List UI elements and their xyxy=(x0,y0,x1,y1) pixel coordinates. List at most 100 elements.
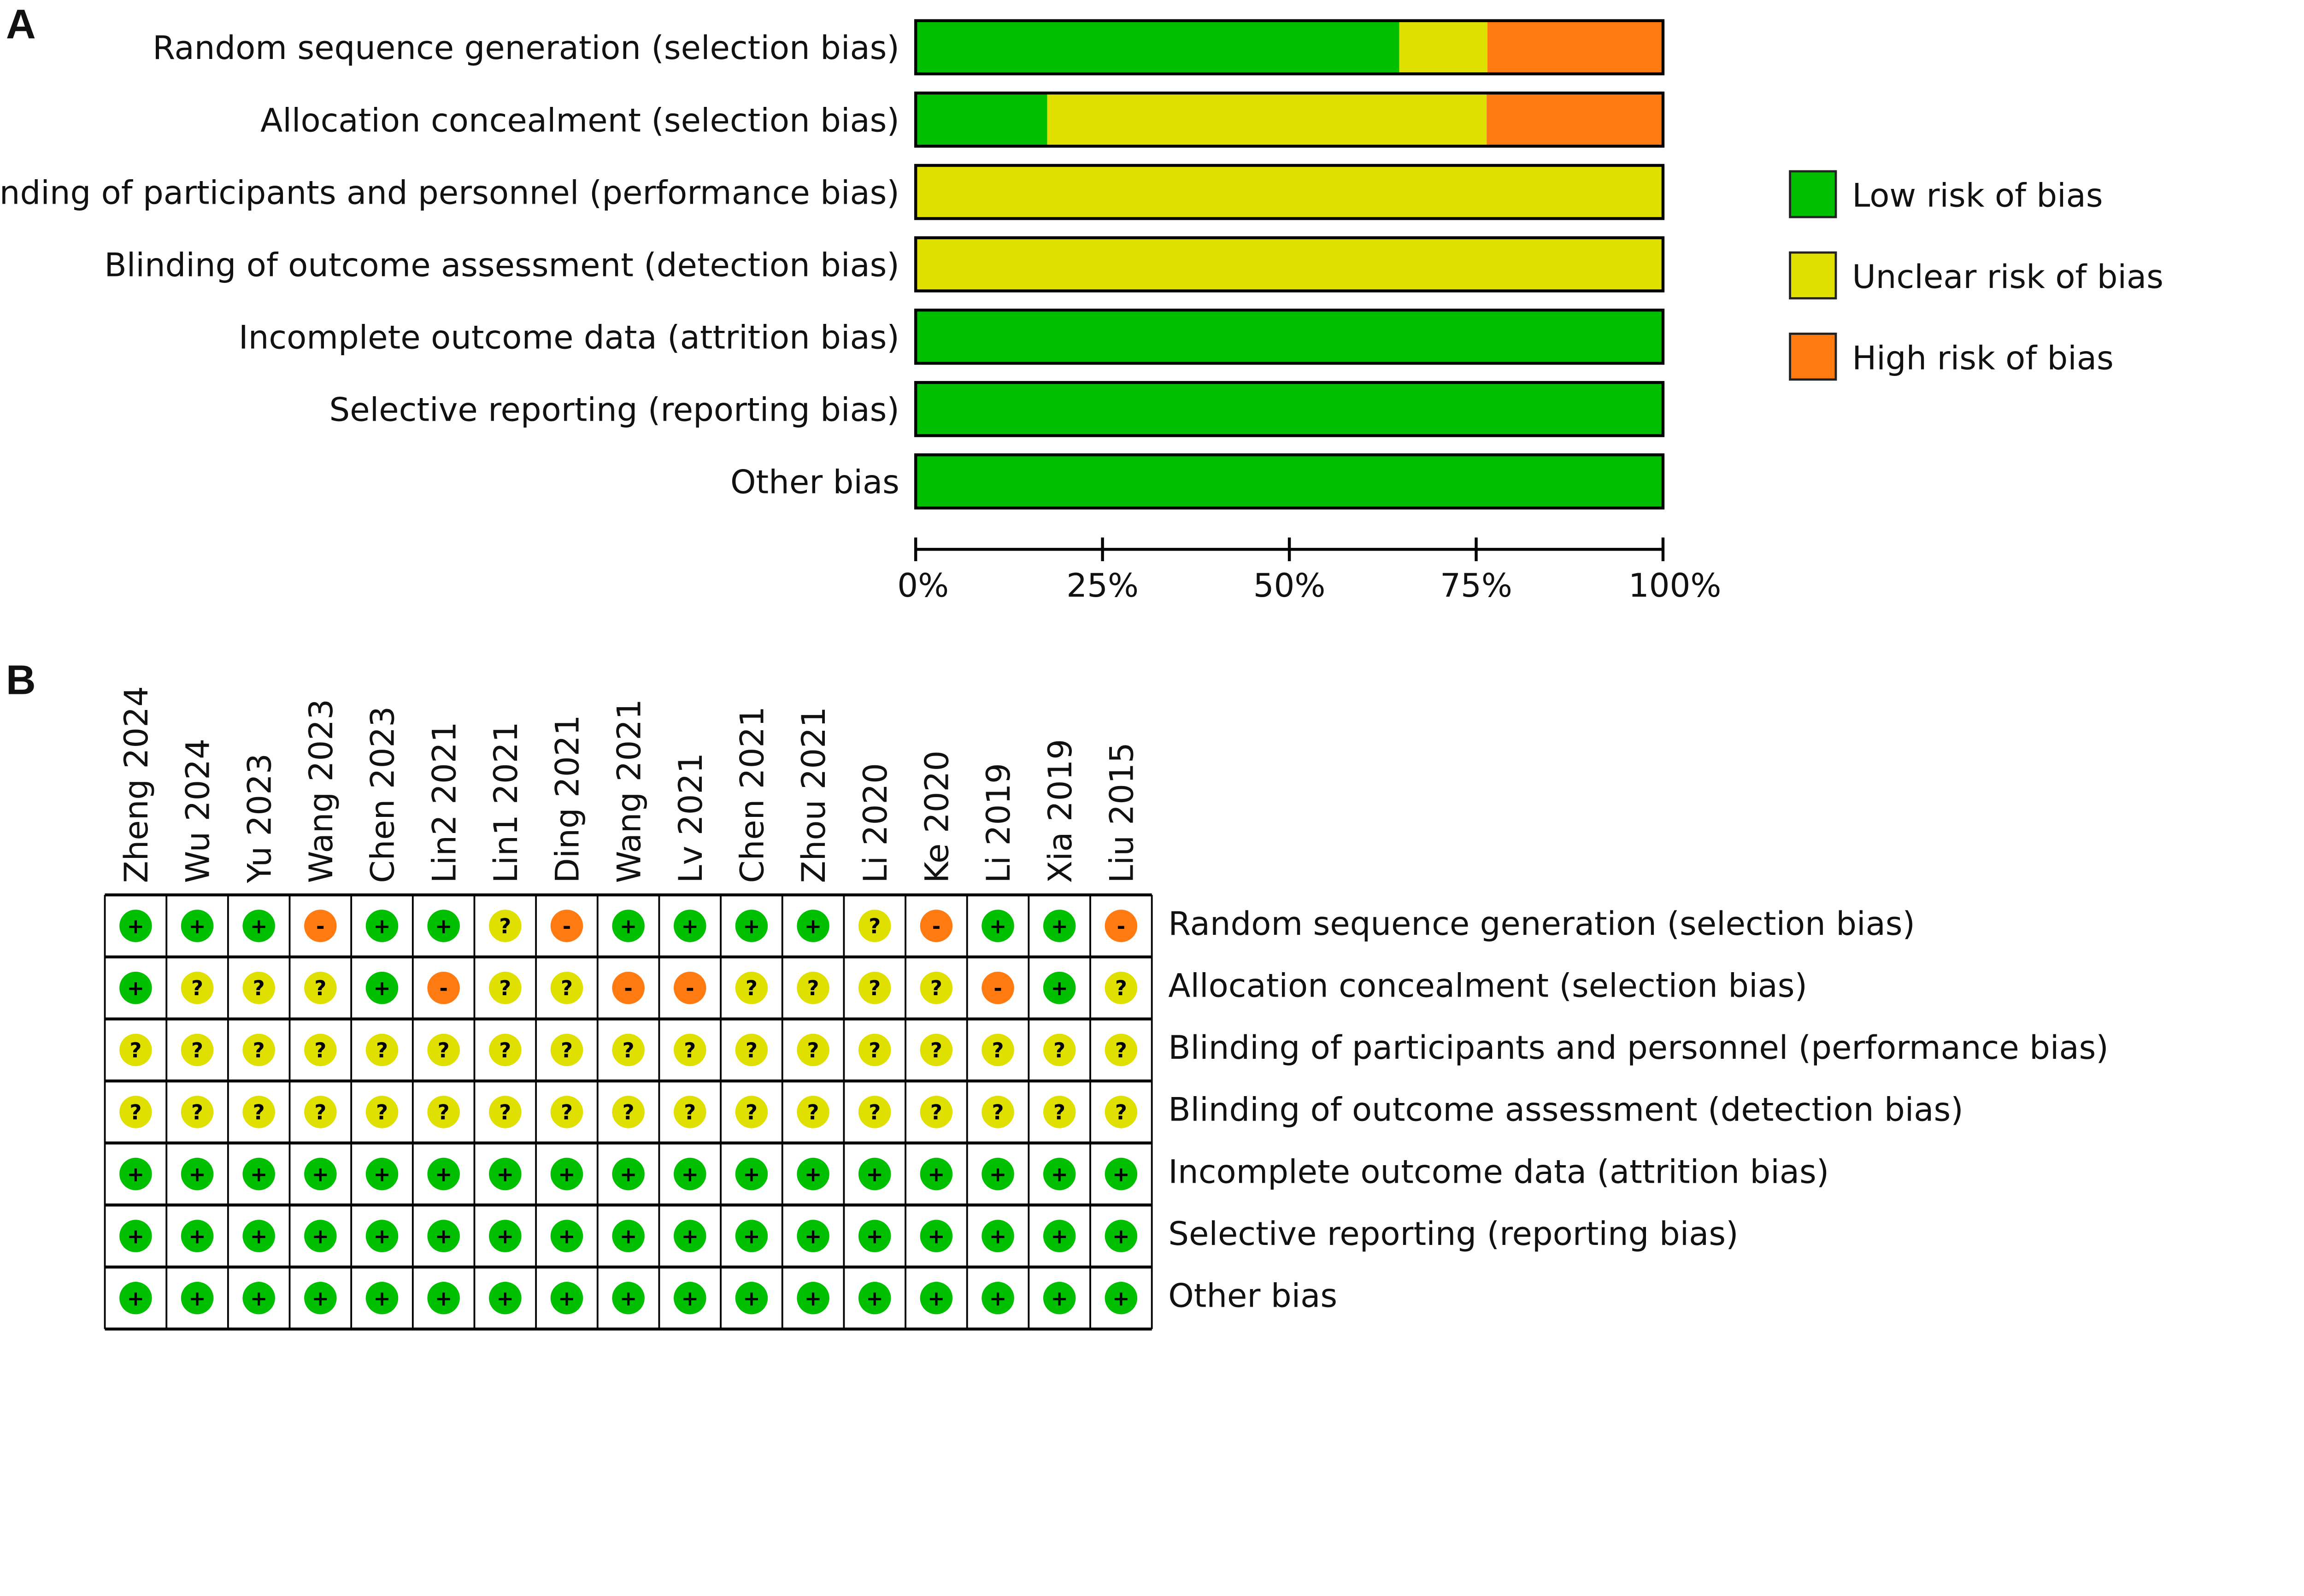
bar-segment-unclear xyxy=(1399,20,1487,74)
judgment-cell-unclear: ? xyxy=(1105,1096,1138,1128)
judgment-cell-low: + xyxy=(612,909,645,942)
category-label: Blinding of outcome assessment (detectio… xyxy=(104,246,899,284)
risk-circle-unclear xyxy=(119,1033,152,1067)
risk-symbol-icon: + xyxy=(188,1286,206,1310)
risk-symbol-icon: + xyxy=(805,1162,822,1186)
study-label: Li 2020 xyxy=(857,763,894,883)
risk-symbol-icon: + xyxy=(743,1224,760,1249)
judgment-cell-unclear: ? xyxy=(612,1033,645,1067)
risk-circle-unclear xyxy=(858,1033,891,1067)
judgment-cell-unclear: ? xyxy=(920,1033,953,1067)
study-label: Ke 2020 xyxy=(918,751,956,883)
judgment-cell-low: + xyxy=(982,909,1014,942)
risk-circle-unclear xyxy=(982,1033,1014,1067)
risk-circle-low xyxy=(181,1282,214,1314)
risk-circle-unclear xyxy=(1043,1096,1076,1128)
risk-symbol-icon: + xyxy=(373,1224,391,1249)
risk-circle-unclear xyxy=(550,971,583,1004)
risk-circle-low xyxy=(735,1157,768,1191)
risk-symbol-icon: + xyxy=(127,1286,145,1310)
risk-circle-low xyxy=(489,1282,522,1314)
risk-circle-low xyxy=(1043,971,1076,1004)
risk-circle-low xyxy=(920,1282,953,1314)
judgment-cell-low: + xyxy=(674,909,706,942)
risk-symbol-icon: - xyxy=(563,914,571,939)
risk-circle-low xyxy=(365,1157,399,1191)
risk-symbol-icon: + xyxy=(497,1286,514,1310)
risk-symbol-icon: + xyxy=(866,1224,883,1249)
risk-circle-low xyxy=(242,1157,275,1191)
judgment-cell-unclear: ? xyxy=(242,971,275,1004)
judgment-cell-low: + xyxy=(304,1282,337,1314)
risk-symbol-icon: + xyxy=(1051,1162,1068,1186)
risk-symbol-icon: + xyxy=(188,1224,206,1249)
risk-circle-unclear xyxy=(920,1096,953,1128)
risk-circle-low xyxy=(797,1157,829,1191)
judgment-cell-low: + xyxy=(119,909,152,942)
judgment-cell-low: + xyxy=(1043,971,1076,1004)
category-label: Incomplete outcome data (attrition bias) xyxy=(239,318,899,356)
judgment-cell-unclear: ? xyxy=(797,971,829,1004)
risk-circle-low xyxy=(181,1157,214,1191)
risk-circle-low xyxy=(489,1157,522,1191)
judgment-cell-low: + xyxy=(365,1282,399,1314)
judgment-cell-unclear: ? xyxy=(982,1096,1014,1128)
risk-symbol-icon: ? xyxy=(253,1038,265,1062)
risk-circle-unclear xyxy=(858,1096,891,1128)
risk-symbol-icon: + xyxy=(250,1162,268,1186)
risk-circle-low xyxy=(797,909,829,942)
risk-symbol-icon: + xyxy=(620,914,637,939)
judgment-cell-low: + xyxy=(550,1157,583,1191)
x-tick-label: 25% xyxy=(1066,567,1139,604)
risk-circle-low xyxy=(612,1220,645,1252)
study-label: Chen 2023 xyxy=(364,706,402,883)
risk-circle-low xyxy=(735,1220,768,1252)
risk-circle-low xyxy=(550,1282,583,1314)
judgment-cell-unclear: ? xyxy=(365,1033,399,1067)
x-tick-label: 0% xyxy=(897,567,949,604)
risk-symbol-icon: + xyxy=(989,1224,1007,1249)
risk-symbol-icon: - xyxy=(932,914,941,939)
judgment-cell-unclear: ? xyxy=(735,971,768,1004)
risk-symbol-icon: ? xyxy=(561,976,573,1000)
judgment-cell-low: + xyxy=(119,971,152,1004)
judgment-cell-low: + xyxy=(242,1157,275,1191)
judgment-cell-low: + xyxy=(920,1220,953,1252)
risk-symbol-icon: ? xyxy=(561,1100,573,1124)
risk-symbol-icon: + xyxy=(928,1162,945,1186)
judgment-cell-low: + xyxy=(1043,1282,1076,1314)
risk-circle-low xyxy=(674,1282,706,1314)
judgment-cell-low: + xyxy=(674,1220,706,1252)
category-label: Allocation concealment (selection bias) xyxy=(260,101,899,139)
risk-circle-unclear xyxy=(858,909,891,942)
judgment-cell-unclear: ? xyxy=(982,1033,1014,1067)
risk-symbol-icon: ? xyxy=(499,1100,511,1124)
risk-circle-low xyxy=(920,1157,953,1191)
risk-circle-unclear xyxy=(982,1096,1014,1128)
risk-circle-unclear xyxy=(735,1033,768,1067)
study-label: Wang 2021 xyxy=(610,699,648,883)
risk-symbol-icon: ? xyxy=(499,976,511,1000)
judgment-cell-unclear: ? xyxy=(550,971,583,1004)
risk-symbol-icon: + xyxy=(989,1286,1007,1310)
risk-symbol-icon: + xyxy=(1051,914,1068,939)
judgment-cell-low: + xyxy=(674,1157,706,1191)
legend-label: High risk of bias xyxy=(1852,339,2114,377)
risk-circle-low xyxy=(365,909,399,942)
risk-circle-unclear xyxy=(489,971,522,1004)
judgment-cell-low: + xyxy=(550,1282,583,1314)
risk-symbol-icon: ? xyxy=(869,1038,881,1062)
risk-circle-low xyxy=(550,1220,583,1252)
risk-circle-low xyxy=(1043,1220,1076,1252)
judgment-cell-unclear: ? xyxy=(797,1033,829,1067)
risk-symbol-icon: + xyxy=(188,1162,206,1186)
judgment-cell-low: + xyxy=(797,909,829,942)
risk-symbol-icon: ? xyxy=(191,976,203,1000)
risk-symbol-icon: + xyxy=(127,914,145,939)
risk-symbol-icon: ? xyxy=(746,1100,758,1124)
risk-symbol-icon: + xyxy=(989,914,1007,939)
risk-circle-unclear xyxy=(365,1096,399,1128)
judgment-cell-high: - xyxy=(674,971,706,1004)
study-label: Zhou 2021 xyxy=(795,707,833,883)
judgment-cell-low: + xyxy=(242,909,275,942)
